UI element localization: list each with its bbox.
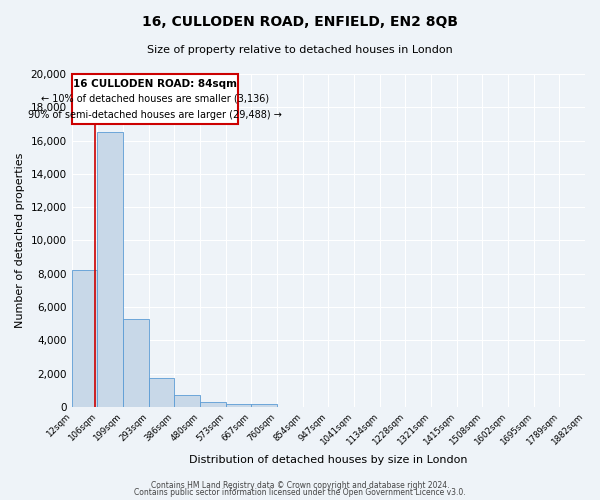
Bar <box>97 132 123 407</box>
Bar <box>123 318 149 407</box>
Bar <box>71 270 97 407</box>
FancyBboxPatch shape <box>71 74 238 124</box>
Bar <box>200 402 226 407</box>
Text: Size of property relative to detached houses in London: Size of property relative to detached ho… <box>147 45 453 55</box>
Text: Contains HM Land Registry data © Crown copyright and database right 2024.: Contains HM Land Registry data © Crown c… <box>151 480 449 490</box>
Text: 16, CULLODEN ROAD, ENFIELD, EN2 8QB: 16, CULLODEN ROAD, ENFIELD, EN2 8QB <box>142 15 458 29</box>
Y-axis label: Number of detached properties: Number of detached properties <box>15 153 25 328</box>
Bar <box>226 404 251 407</box>
Text: ← 10% of detached houses are smaller (3,136): ← 10% of detached houses are smaller (3,… <box>41 93 269 103</box>
X-axis label: Distribution of detached houses by size in London: Distribution of detached houses by size … <box>189 455 467 465</box>
Text: Contains public sector information licensed under the Open Government Licence v3: Contains public sector information licen… <box>134 488 466 497</box>
Text: 90% of semi-detached houses are larger (29,488) →: 90% of semi-detached houses are larger (… <box>28 110 282 120</box>
Text: 16 CULLODEN ROAD: 84sqm: 16 CULLODEN ROAD: 84sqm <box>73 79 237 89</box>
Bar <box>174 395 200 407</box>
Bar <box>251 404 277 407</box>
Bar <box>149 378 174 407</box>
